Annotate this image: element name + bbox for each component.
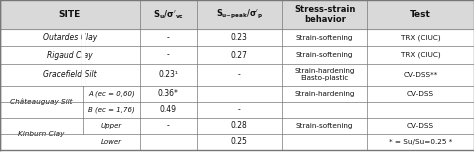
Text: CV-DSS: CV-DSS bbox=[407, 91, 434, 97]
Text: Kinburn Clay: Kinburn Clay bbox=[18, 131, 64, 137]
Bar bbox=[0, 0, 474, 29]
Text: CV-DSS**: CV-DSS** bbox=[403, 72, 438, 78]
Bar bbox=[82, 29, 84, 86]
Text: -: - bbox=[167, 51, 170, 60]
Text: Strain-softening: Strain-softening bbox=[296, 52, 354, 58]
Text: Lower: Lower bbox=[101, 139, 122, 145]
Text: Gracefield Silt: Gracefield Silt bbox=[43, 70, 97, 79]
Text: TRX (CIUC): TRX (CIUC) bbox=[401, 52, 440, 58]
Text: Rigaud Clay: Rigaud Clay bbox=[47, 51, 93, 60]
Text: Châteauguay Silt: Châteauguay Silt bbox=[10, 99, 73, 105]
Text: 0.36*: 0.36* bbox=[158, 89, 179, 98]
Text: Outardes Clay: Outardes Clay bbox=[43, 33, 97, 42]
Text: Stress-strain
behavior: Stress-strain behavior bbox=[294, 5, 356, 24]
Text: Upper: Upper bbox=[101, 123, 122, 129]
Text: Test: Test bbox=[410, 10, 431, 19]
Text: 0.28: 0.28 bbox=[231, 121, 248, 130]
Text: 0.23¹: 0.23¹ bbox=[158, 70, 178, 79]
Text: Strain-hardening
Elasto-plastic: Strain-hardening Elasto-plastic bbox=[294, 68, 355, 81]
Text: 0.23: 0.23 bbox=[231, 33, 248, 42]
Text: Strain-softening: Strain-softening bbox=[296, 123, 354, 129]
Text: -: - bbox=[238, 70, 241, 79]
Text: Strain-hardening: Strain-hardening bbox=[294, 91, 355, 97]
Text: -: - bbox=[167, 33, 170, 42]
Text: -: - bbox=[167, 121, 170, 130]
Bar bbox=[82, 0, 84, 29]
Text: CV-DSS: CV-DSS bbox=[407, 123, 434, 129]
Text: A (ec = 0,60): A (ec = 0,60) bbox=[88, 91, 135, 97]
Text: 0.49: 0.49 bbox=[160, 105, 177, 114]
Text: 0.27: 0.27 bbox=[231, 51, 248, 60]
Text: TRX (CIUC): TRX (CIUC) bbox=[401, 34, 440, 41]
Text: Strain-softening: Strain-softening bbox=[296, 35, 354, 41]
Text: SITE: SITE bbox=[59, 10, 81, 19]
Text: $\mathbf{S_u/\sigma'_{vc}}$: $\mathbf{S_u/\sigma'_{vc}}$ bbox=[153, 8, 184, 21]
Text: -: - bbox=[238, 105, 241, 114]
Text: $\mathbf{S_{u\mathrm{-}peak}/\sigma'_p}$: $\mathbf{S_{u\mathrm{-}peak}/\sigma'_p}$ bbox=[216, 8, 263, 21]
Text: B (ec = 1,76): B (ec = 1,76) bbox=[88, 107, 135, 113]
Text: * = Su/Su=0.25 *: * = Su/Su=0.25 * bbox=[389, 139, 452, 145]
Bar bbox=[82, 0, 84, 86]
Text: 0.25: 0.25 bbox=[231, 137, 248, 146]
